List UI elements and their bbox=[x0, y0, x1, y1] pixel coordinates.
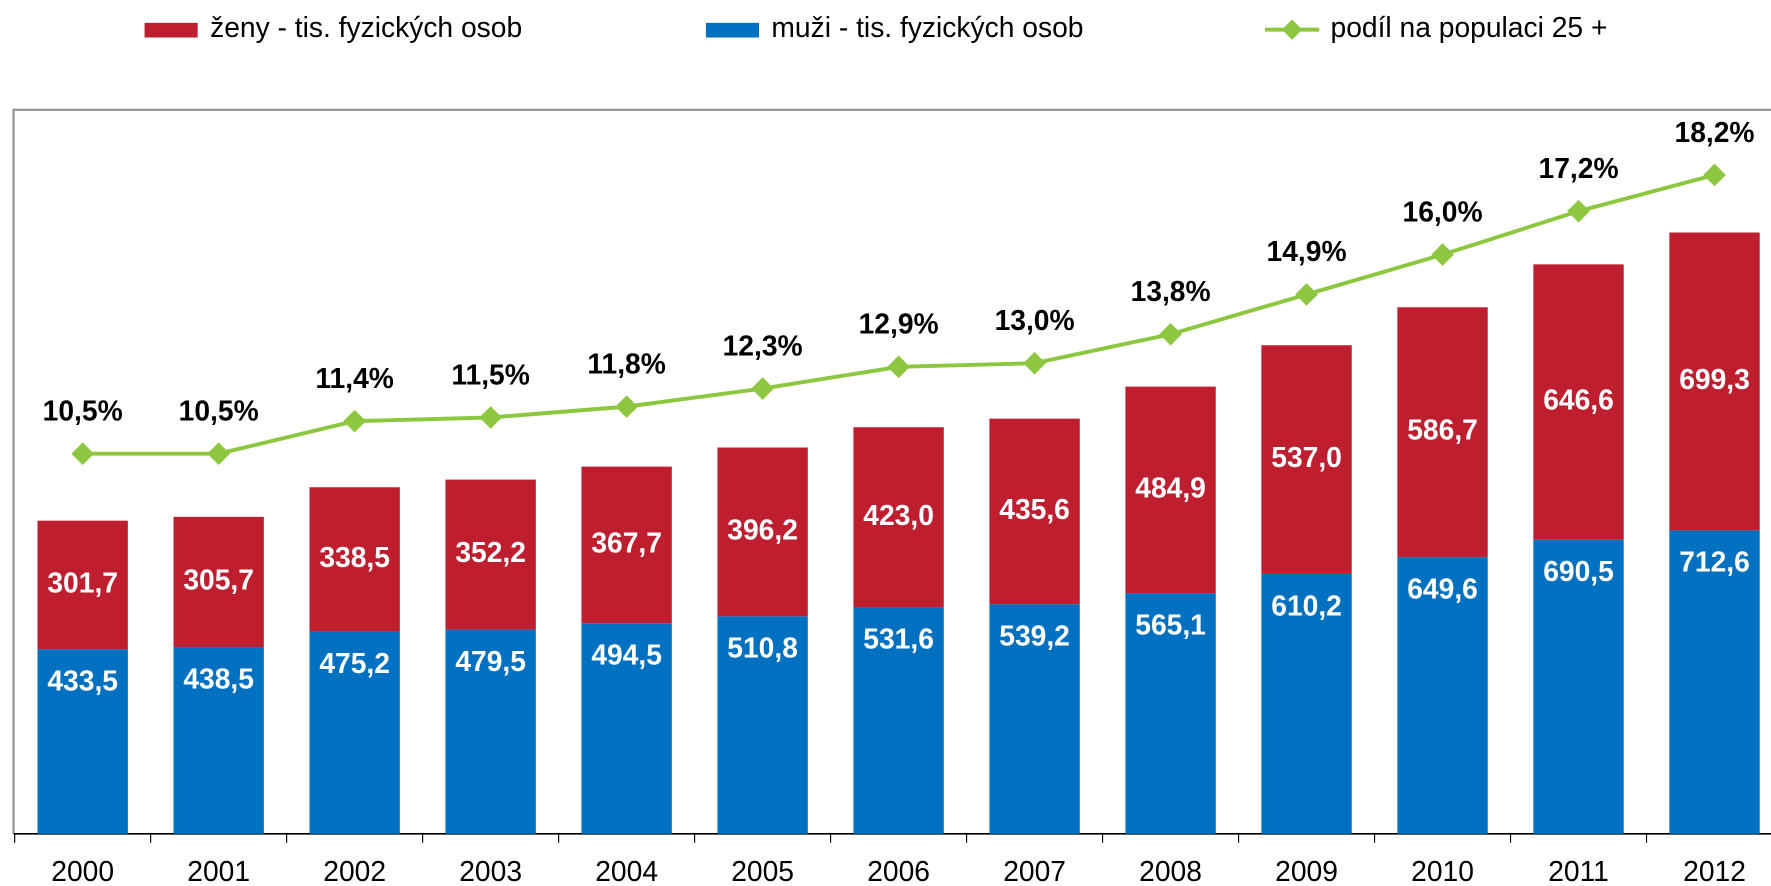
bar-segment bbox=[309, 631, 400, 834]
x-tick-label: 2012 bbox=[1683, 855, 1746, 886]
x-tick-label: 2006 bbox=[867, 855, 930, 886]
data-label: 565,1 bbox=[1135, 608, 1206, 640]
data-label: 531,6 bbox=[863, 623, 934, 655]
x-tick-label: 2007 bbox=[1003, 855, 1066, 886]
data-label: 352,2 bbox=[455, 536, 526, 568]
line-marker bbox=[1431, 243, 1454, 266]
data-label: 12,9% bbox=[859, 308, 939, 340]
bar-segment bbox=[1397, 557, 1488, 834]
data-label: 438,5 bbox=[183, 662, 254, 694]
data-label: 537,0 bbox=[1271, 441, 1342, 473]
data-label: 13,0% bbox=[995, 304, 1075, 336]
data-label: 10,5% bbox=[43, 394, 123, 426]
bar-segment bbox=[173, 647, 264, 834]
line-marker bbox=[615, 395, 638, 418]
bar-segment bbox=[1397, 307, 1488, 558]
line-marker bbox=[751, 377, 774, 400]
bar-segment bbox=[1125, 386, 1216, 594]
data-label: 646,6 bbox=[1543, 383, 1614, 415]
data-label: 13,8% bbox=[1131, 275, 1211, 307]
x-tick-label: 2000 bbox=[51, 855, 114, 886]
legend-label: muži - tis. fyzických osob bbox=[771, 11, 1083, 43]
bar-segment bbox=[1261, 345, 1352, 574]
x-tick-label: 2002 bbox=[323, 855, 386, 886]
data-label: 17,2% bbox=[1539, 152, 1619, 184]
data-label: 699,3 bbox=[1679, 363, 1750, 395]
legend-swatch bbox=[144, 22, 198, 38]
line-marker bbox=[1159, 322, 1182, 346]
data-label: 510,8 bbox=[727, 632, 798, 664]
x-tick-label: 2003 bbox=[459, 855, 522, 886]
data-label: 396,2 bbox=[727, 513, 798, 545]
data-label: 18,2% bbox=[1675, 116, 1755, 148]
data-label: 484,9 bbox=[1135, 471, 1206, 503]
bar-segment bbox=[853, 427, 944, 608]
data-label: 367,7 bbox=[591, 526, 662, 558]
legend-label: podíl na populaci 25 + bbox=[1331, 11, 1608, 43]
data-label: 11,4% bbox=[315, 362, 393, 394]
x-tick-label: 2010 bbox=[1411, 855, 1474, 886]
data-label: 610,2 bbox=[1271, 589, 1342, 621]
line-marker bbox=[479, 406, 502, 429]
data-label: 479,5 bbox=[455, 645, 526, 677]
line-marker bbox=[343, 409, 366, 433]
x-tick-label: 2011 bbox=[1548, 855, 1609, 886]
line-marker bbox=[1703, 163, 1726, 187]
data-label: 435,6 bbox=[999, 493, 1070, 525]
bar-segment bbox=[1533, 264, 1624, 540]
line-marker bbox=[207, 442, 230, 465]
x-tick-label: 2009 bbox=[1275, 855, 1338, 886]
x-tick-label: 2005 bbox=[731, 855, 794, 886]
data-label: 539,2 bbox=[999, 620, 1070, 652]
data-label: 10,5% bbox=[179, 394, 259, 426]
data-label: 14,9% bbox=[1267, 235, 1347, 267]
bar-segment bbox=[989, 604, 1080, 834]
legend-label: ženy - tis. fyzických osob bbox=[210, 11, 522, 43]
bar-segment bbox=[717, 447, 808, 617]
x-tick-label: 2008 bbox=[1139, 855, 1202, 886]
data-label: 586,7 bbox=[1407, 414, 1478, 446]
data-label: 16,0% bbox=[1403, 195, 1483, 227]
bar-segment bbox=[581, 466, 672, 624]
line-marker bbox=[1295, 283, 1318, 306]
data-label: 690,5 bbox=[1543, 555, 1614, 587]
data-label: 12,3% bbox=[723, 329, 803, 361]
x-tick-label: 2004 bbox=[595, 855, 658, 886]
data-label: 712,6 bbox=[1679, 546, 1750, 578]
legend-swatch bbox=[1281, 19, 1303, 40]
data-label: 301,7 bbox=[47, 566, 118, 598]
data-label: 11,5% bbox=[451, 358, 529, 390]
bar-segment bbox=[1669, 530, 1760, 834]
bar-segment bbox=[173, 516, 264, 648]
bar-segment bbox=[1261, 573, 1352, 834]
data-label: 338,5 bbox=[319, 541, 390, 573]
bar-segment bbox=[309, 487, 400, 632]
bar-segment bbox=[1125, 593, 1216, 834]
plot-frame bbox=[12, 108, 1771, 834]
data-label: 475,2 bbox=[319, 647, 390, 679]
bar-segment bbox=[445, 629, 536, 834]
line-marker bbox=[887, 355, 910, 379]
bar-segment bbox=[1669, 232, 1760, 531]
bar-segment bbox=[445, 479, 536, 630]
line-marker bbox=[71, 442, 94, 465]
bar-segment bbox=[853, 607, 944, 834]
bar-segment bbox=[37, 520, 128, 650]
bar-segment bbox=[37, 649, 128, 834]
line-marker bbox=[1023, 351, 1046, 375]
bar-segment bbox=[717, 616, 808, 834]
legend-swatch bbox=[705, 22, 759, 38]
data-label: 494,5 bbox=[591, 639, 662, 671]
x-tick-label: 2001 bbox=[187, 855, 250, 886]
bar-segment bbox=[581, 623, 672, 834]
data-label: 11,8% bbox=[587, 347, 665, 379]
data-label: 305,7 bbox=[183, 563, 254, 595]
data-label: 423,0 bbox=[863, 499, 934, 531]
line-marker bbox=[1567, 199, 1590, 223]
data-label: 433,5 bbox=[47, 665, 118, 697]
bar-segment bbox=[989, 418, 1080, 605]
bar-segment bbox=[1533, 539, 1624, 834]
data-label: 649,6 bbox=[1407, 572, 1478, 604]
